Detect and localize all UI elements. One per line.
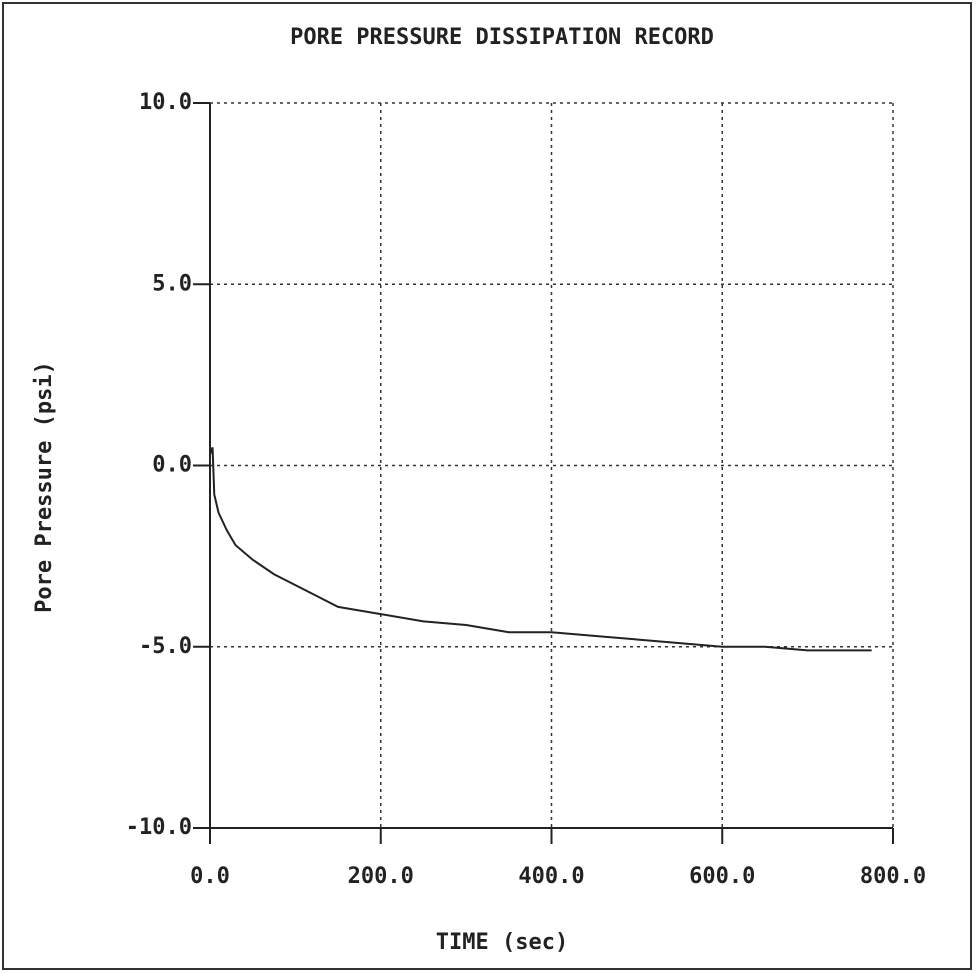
y-tick-label: 0.0 bbox=[152, 453, 192, 478]
y-tick-label: -5.0 bbox=[139, 634, 192, 659]
x-tick-label: 0.0 bbox=[190, 864, 230, 889]
y-tick-label: 5.0 bbox=[152, 271, 192, 296]
x-tick-label: 200.0 bbox=[348, 864, 414, 889]
y-axis-label: Pore Pressure (psi) bbox=[32, 361, 57, 613]
chart-title: PORE PRESSURE DISSIPATION RECORD bbox=[290, 25, 714, 50]
x-axis-label: TIME (sec) bbox=[436, 930, 568, 955]
y-tick-label: 10.0 bbox=[139, 90, 192, 115]
x-tick-label: 600.0 bbox=[689, 864, 755, 889]
x-tick-label: 400.0 bbox=[518, 864, 584, 889]
data-line bbox=[209, 447, 872, 652]
y-tick-label: -10.0 bbox=[126, 815, 192, 840]
x-tick-label: 800.0 bbox=[860, 864, 926, 889]
